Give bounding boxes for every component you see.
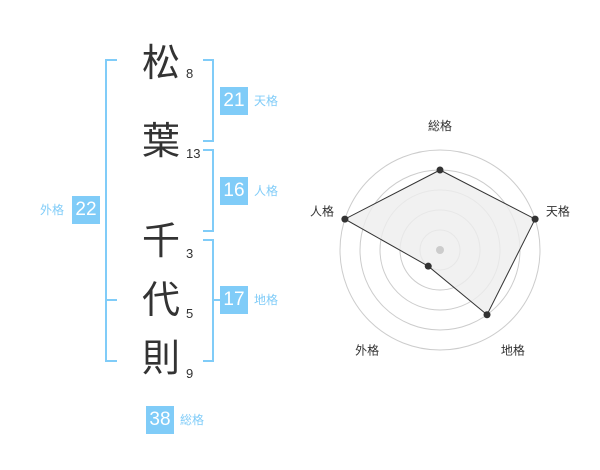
name-char: 千 <box>141 219 180 263</box>
chikaku-bracket-tick <box>213 299 221 301</box>
soukaku-value: 38 <box>146 406 174 434</box>
radar-axis-label: 総格 <box>428 118 452 133</box>
stroke-count: 8 <box>186 66 194 81</box>
radar-center <box>436 246 444 254</box>
stroke-count: 5 <box>186 306 194 321</box>
radar-point <box>531 215 539 223</box>
radar-area <box>343 169 536 316</box>
tenkaku-value: 21 <box>220 87 248 115</box>
radar-axis-label: 人格 <box>310 204 334 219</box>
radar-ring <box>339 149 541 351</box>
name-char: 則 <box>141 336 180 380</box>
jinkaku-label: 人格 <box>254 184 279 198</box>
radar-axis-label: 地格 <box>501 342 525 357</box>
stroke-count: 9 <box>186 366 194 381</box>
gaikaku-label: 外格 <box>40 203 65 217</box>
jinkaku-bracket <box>203 149 214 232</box>
tenkaku-label: 天格 <box>254 94 279 108</box>
radar-axis-label: 天格 <box>546 204 570 219</box>
radar-point <box>341 215 349 223</box>
gaikaku-bracket-tick <box>107 299 117 301</box>
radar-point <box>436 166 444 174</box>
stroke-count: 13 <box>186 146 201 161</box>
name-char: 葉 <box>141 119 180 163</box>
chikaku-label: 地格 <box>254 293 279 307</box>
soukaku-label: 総格 <box>180 413 205 427</box>
tenkaku-bracket <box>203 59 214 142</box>
radar-point <box>424 262 432 270</box>
name-char: 代 <box>141 278 180 322</box>
stroke-count: 3 <box>186 246 194 261</box>
gaikaku-bracket <box>105 59 117 362</box>
name-char: 松 <box>141 41 180 85</box>
gaikaku-value: 22 <box>72 196 100 224</box>
radar-point <box>483 311 491 319</box>
jinkaku-value: 16 <box>220 177 248 205</box>
radar-axis-label: 外格 <box>355 342 379 357</box>
chikaku-value: 17 <box>220 286 248 314</box>
